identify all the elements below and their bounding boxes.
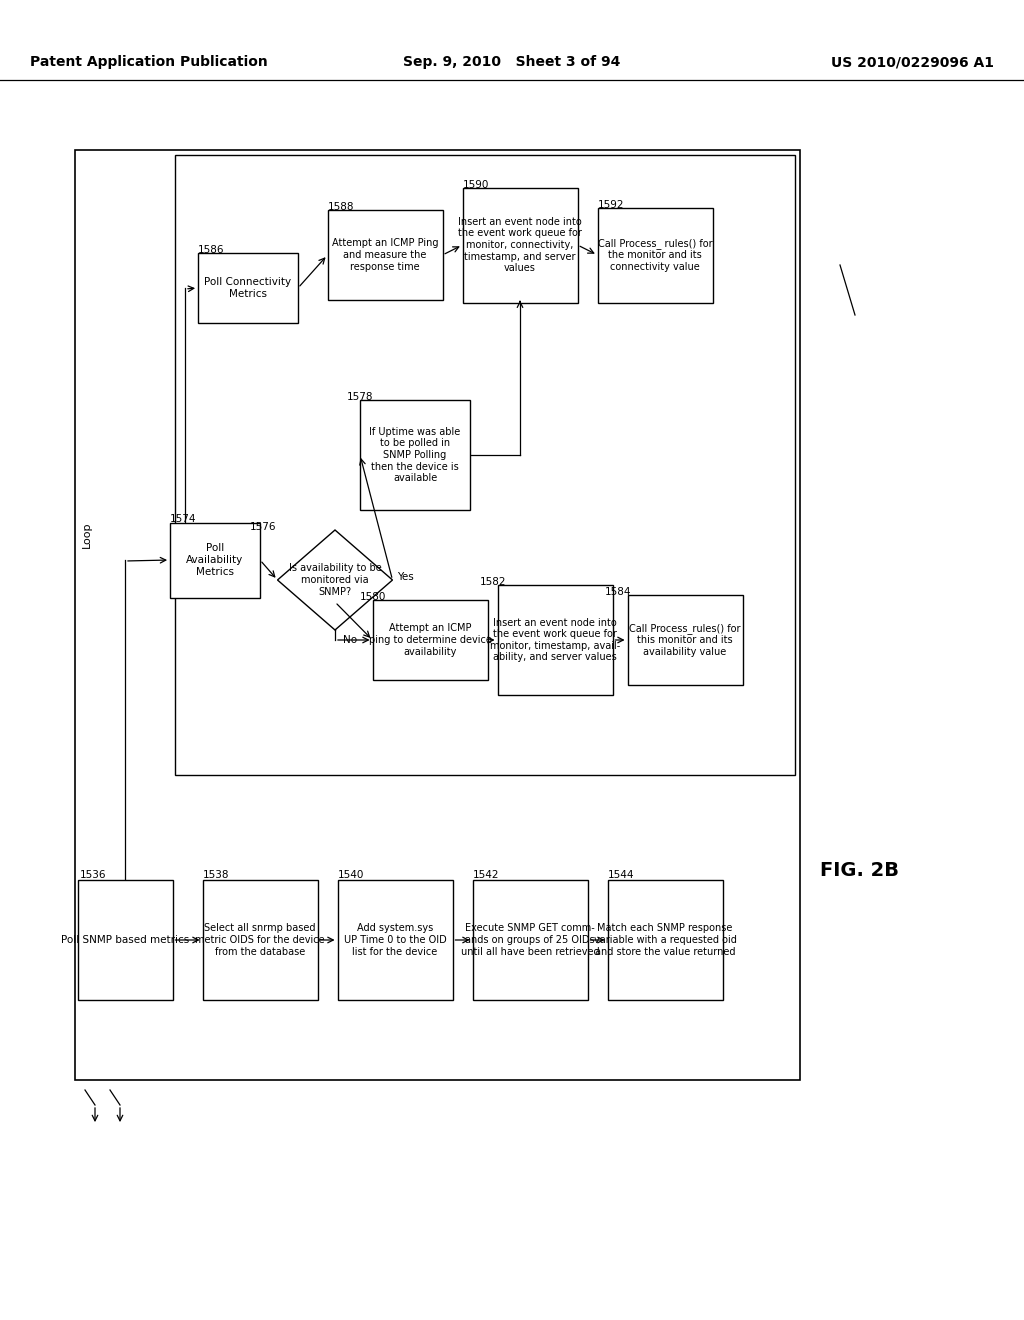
FancyBboxPatch shape — [170, 523, 260, 598]
Text: 1542: 1542 — [473, 870, 500, 880]
Text: 1538: 1538 — [203, 870, 229, 880]
Text: 1584: 1584 — [605, 587, 632, 597]
Text: Add system.sys
UP Time 0 to the OID
list for the device: Add system.sys UP Time 0 to the OID list… — [344, 924, 446, 957]
FancyBboxPatch shape — [607, 880, 723, 1001]
Text: Execute SNMP GET comm-
ands on groups of 25 OIDs
until all have been retrieved: Execute SNMP GET comm- ands on groups of… — [461, 924, 599, 957]
Text: Patent Application Publication: Patent Application Publication — [30, 55, 267, 69]
FancyBboxPatch shape — [597, 207, 713, 302]
FancyBboxPatch shape — [338, 880, 453, 1001]
Text: 1592: 1592 — [598, 199, 625, 210]
FancyBboxPatch shape — [198, 253, 298, 323]
Text: Select all snrmp based
metric OIDS for the device
from the database: Select all snrmp based metric OIDS for t… — [196, 924, 325, 957]
FancyBboxPatch shape — [328, 210, 442, 300]
FancyBboxPatch shape — [373, 601, 487, 680]
Text: Call Process_rules() for
this monitor and its
availability value: Call Process_rules() for this monitor an… — [630, 623, 740, 657]
Text: US 2010/0229096 A1: US 2010/0229096 A1 — [831, 55, 994, 69]
Text: 1536: 1536 — [80, 870, 106, 880]
Text: Loop: Loop — [82, 521, 92, 548]
Text: Attempt an ICMP Ping
and measure the
response time: Attempt an ICMP Ping and measure the res… — [332, 239, 438, 272]
FancyBboxPatch shape — [628, 595, 742, 685]
Text: 1582: 1582 — [480, 577, 507, 587]
Text: If Uptime was able
to be polled in
SNMP Polling
then the device is
available: If Uptime was able to be polled in SNMP … — [370, 426, 461, 483]
FancyBboxPatch shape — [78, 880, 172, 1001]
FancyBboxPatch shape — [360, 400, 470, 510]
Text: Yes: Yes — [397, 572, 415, 582]
Text: 1578: 1578 — [347, 392, 374, 403]
FancyBboxPatch shape — [472, 880, 588, 1001]
Text: 1544: 1544 — [608, 870, 635, 880]
FancyBboxPatch shape — [203, 880, 317, 1001]
Text: 1576: 1576 — [250, 521, 276, 532]
Text: Poll SNMP based metrics: Poll SNMP based metrics — [60, 935, 189, 945]
Text: No: No — [343, 635, 357, 645]
Text: Poll Connectivity
Metrics: Poll Connectivity Metrics — [205, 277, 292, 298]
Text: Poll
Availability
Metrics: Poll Availability Metrics — [186, 544, 244, 577]
Text: Insert an event node into
the event work queue for
monitor, connectivity,
timest: Insert an event node into the event work… — [458, 216, 582, 273]
Text: 1540: 1540 — [338, 870, 365, 880]
Text: 1588: 1588 — [328, 202, 354, 213]
Text: Attempt an ICMP
ping to determine device
availability: Attempt an ICMP ping to determine device… — [369, 623, 492, 656]
Text: Sep. 9, 2010   Sheet 3 of 94: Sep. 9, 2010 Sheet 3 of 94 — [403, 55, 621, 69]
FancyBboxPatch shape — [498, 585, 612, 696]
Text: Is availability to be
monitored via
SNMP?: Is availability to be monitored via SNMP… — [289, 564, 381, 597]
Text: 1590: 1590 — [463, 180, 489, 190]
Polygon shape — [278, 531, 392, 630]
Text: Match each SNMP response
variable with a requested oid
and store the value retur: Match each SNMP response variable with a… — [594, 924, 736, 957]
Text: 1580: 1580 — [360, 591, 386, 602]
FancyBboxPatch shape — [463, 187, 578, 302]
Text: 1586: 1586 — [198, 246, 224, 255]
Text: Insert an event node into
the event work queue for
monitor, timestamp, avail-
ab: Insert an event node into the event work… — [489, 618, 621, 663]
Text: FIG. 2B: FIG. 2B — [820, 861, 899, 879]
Text: Call Process_ rules() for
the monitor and its
connectivity value: Call Process_ rules() for the monitor an… — [598, 238, 713, 272]
Text: 1574: 1574 — [170, 515, 197, 524]
